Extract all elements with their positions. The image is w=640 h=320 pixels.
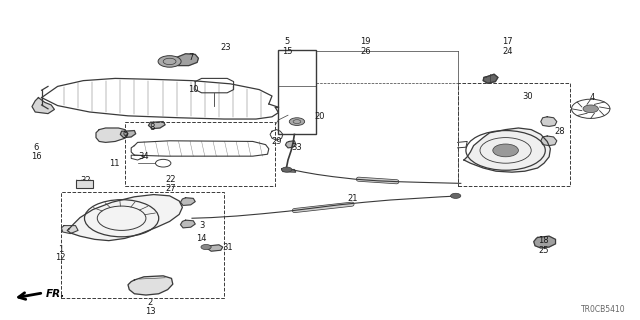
- Circle shape: [158, 56, 181, 67]
- Circle shape: [493, 144, 518, 157]
- Circle shape: [289, 118, 305, 125]
- Text: 22: 22: [166, 175, 176, 184]
- Polygon shape: [120, 131, 136, 138]
- Polygon shape: [541, 117, 557, 126]
- Polygon shape: [128, 276, 173, 295]
- Polygon shape: [464, 128, 550, 172]
- Text: 25: 25: [538, 246, 548, 255]
- Text: 27: 27: [166, 184, 176, 193]
- Text: 8: 8: [150, 124, 155, 132]
- Text: 18: 18: [538, 236, 548, 245]
- Polygon shape: [285, 141, 296, 148]
- Text: 20: 20: [314, 112, 324, 121]
- Polygon shape: [67, 195, 182, 241]
- Text: 28: 28: [555, 127, 565, 136]
- Text: 11: 11: [109, 159, 119, 168]
- Text: 34: 34: [139, 152, 149, 161]
- Text: 16: 16: [31, 152, 42, 161]
- Text: 26: 26: [360, 47, 371, 56]
- Polygon shape: [32, 98, 54, 114]
- Text: 10: 10: [188, 85, 198, 94]
- Text: 24: 24: [502, 47, 513, 56]
- Text: 14: 14: [196, 234, 207, 243]
- Polygon shape: [180, 198, 195, 205]
- Text: 1: 1: [58, 245, 63, 254]
- Circle shape: [282, 167, 292, 172]
- Text: 6: 6: [34, 143, 39, 152]
- Polygon shape: [180, 220, 195, 228]
- Bar: [125, 122, 275, 186]
- Text: TR0CB5410: TR0CB5410: [581, 305, 626, 314]
- Circle shape: [201, 244, 211, 250]
- Polygon shape: [541, 136, 557, 146]
- Polygon shape: [208, 245, 223, 251]
- Text: 32: 32: [81, 176, 91, 185]
- Text: 17: 17: [502, 37, 513, 46]
- Text: 5: 5: [285, 37, 290, 46]
- Text: 7: 7: [188, 53, 193, 62]
- Text: 4: 4: [589, 93, 595, 102]
- Polygon shape: [534, 236, 556, 248]
- Polygon shape: [61, 226, 78, 234]
- Polygon shape: [148, 122, 165, 129]
- Bar: [278, 50, 316, 134]
- Text: 31: 31: [223, 244, 233, 252]
- Polygon shape: [96, 128, 128, 142]
- Circle shape: [583, 105, 598, 113]
- Text: 12: 12: [56, 253, 66, 262]
- Text: FR.: FR.: [46, 289, 65, 299]
- Polygon shape: [172, 54, 198, 66]
- Text: 23: 23: [220, 44, 230, 52]
- Text: 19: 19: [360, 37, 371, 46]
- Text: 3: 3: [199, 221, 204, 230]
- Bar: [61, 192, 224, 298]
- Polygon shape: [483, 74, 498, 83]
- Text: 29: 29: [271, 137, 282, 146]
- Text: 33: 33: [291, 143, 301, 152]
- Bar: [76, 180, 93, 188]
- Text: 30: 30: [523, 92, 533, 101]
- Circle shape: [451, 193, 461, 198]
- Text: 13: 13: [145, 308, 156, 316]
- Text: 9: 9: [122, 132, 127, 140]
- Polygon shape: [282, 169, 296, 172]
- Text: 21: 21: [348, 194, 358, 203]
- Text: 2: 2: [148, 298, 153, 307]
- Text: 15: 15: [282, 47, 292, 56]
- Bar: [458, 83, 570, 186]
